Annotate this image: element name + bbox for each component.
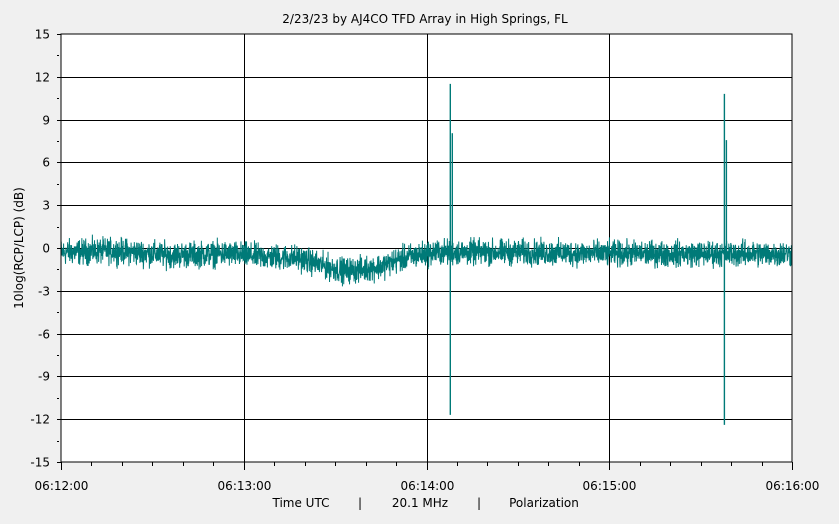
series-line (60, 234, 793, 287)
chart-title: 2/23/23 by AJ4CO TFD Array in High Sprin… (282, 12, 568, 26)
y-tick-label: 12 (35, 71, 50, 85)
x-axis-label: Time UTC (272, 496, 330, 510)
x-tick-label: 06:14:00 (401, 479, 455, 493)
data-series (60, 83, 793, 425)
y-axis-label: 10log(RCP/LCP) (dB) (12, 187, 26, 309)
x-tick-label: 06:12:00 (35, 479, 89, 493)
y-tick-label: 3 (42, 199, 50, 213)
frequency-label: 20.1 MHz (392, 496, 448, 510)
x-tick-label: 06:16:00 (766, 479, 820, 493)
y-tick-label: -12 (30, 413, 50, 427)
y-tick-label: -9 (38, 370, 50, 384)
x-tick-label: 06:13:00 (218, 479, 272, 493)
y-tick-label: -6 (38, 328, 50, 342)
footer-separator-1: | (358, 496, 362, 510)
y-tick-label: 9 (42, 114, 50, 128)
ticks: 15 12 9 6 3 0 -3 -6 -9 -12 -15 06:12:00 06:13:00 06:1… (30, 28, 819, 494)
y-tick-label: -15 (30, 456, 50, 470)
quantity-label: Polarization (509, 496, 579, 510)
y-tick-label: -3 (38, 285, 50, 299)
y-tick-label: 6 (42, 156, 50, 170)
y-tick-label: 0 (42, 242, 50, 256)
x-tick-label: 06:15:00 (583, 479, 637, 493)
y-tick-label: 15 (35, 28, 50, 42)
footer-separator-2: | (477, 496, 481, 510)
